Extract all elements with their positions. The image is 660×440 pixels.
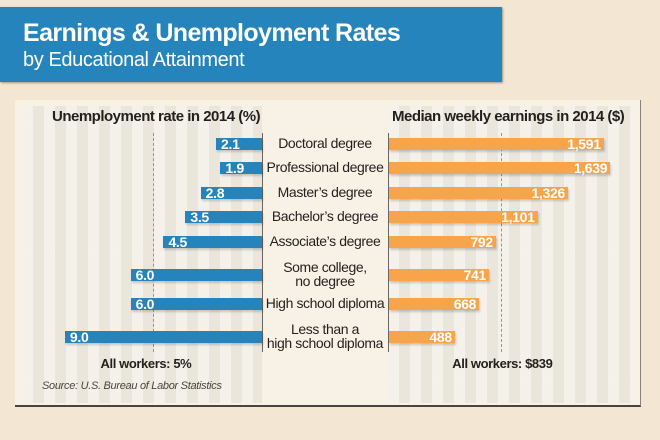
earnings-heading: Median weekly earnings in 2014 ($): [392, 108, 625, 125]
category-label-line: Master’s degree: [277, 184, 373, 200]
category-label: Doctoral degree: [263, 136, 387, 150]
unemployment-data-label: 6.0: [135, 296, 155, 312]
unemployment-reference-line: [152, 133, 154, 352]
category-label: Less than a high school diploma: [263, 322, 387, 350]
unemployment-data-label: 3.5: [190, 209, 209, 225]
unemployment-heading: Unemployment rate in 2014 (%): [52, 108, 261, 125]
category-label-line: no degree: [295, 273, 355, 289]
earnings-data-label: 741: [463, 267, 487, 283]
earnings-bar: 1,101: [389, 209, 538, 225]
unemployment-data-label: 4.5: [168, 234, 187, 250]
earnings-bar: 668: [389, 296, 480, 312]
category-label-line: Bachelor’s degree: [271, 208, 379, 224]
unemployment-data-label: 2.8: [205, 185, 225, 201]
unemployment-axis-line: [262, 133, 263, 352]
earnings-data-label: 1,326: [531, 185, 565, 201]
category-label-line: High school diploma: [265, 295, 385, 311]
earnings-data-label: 792: [470, 234, 493, 250]
unemployment-bar: 2.1: [216, 136, 262, 152]
category-label: Professional degree: [263, 160, 387, 174]
unemployment-bar: 1.9: [220, 160, 262, 176]
earnings-bar: 1,639: [389, 160, 611, 176]
earnings-bar: 792: [389, 234, 496, 250]
category-label-line: Associate’s degree: [269, 233, 381, 249]
category-label-line: Doctoral degree: [278, 135, 372, 151]
category-label: Bachelor’s degree: [263, 209, 387, 223]
source-note: Source: U.S. Bureau of Labor Statistics: [42, 380, 222, 392]
earnings-plot-area: [388, 106, 633, 403]
earnings-data-label: 1,101: [501, 209, 535, 225]
earnings-data-label: 1,591: [567, 136, 601, 152]
earnings-data-label: 1,639: [573, 160, 608, 176]
category-label-line: Some college,: [283, 259, 367, 275]
earnings-data-label: 488: [429, 329, 452, 345]
earnings-bar: 1,326: [389, 185, 568, 201]
unemployment-reference-label: All workers: 5%: [100, 356, 192, 371]
unemployment-plot-area: [22, 106, 262, 403]
earnings-bar: 1,591: [389, 136, 604, 152]
category-label-line: high school diploma: [266, 335, 384, 351]
unemployment-bar: 6.0: [130, 296, 262, 312]
unemployment-data-label: 1.9: [225, 160, 244, 176]
chart-title: Earnings & Unemployment Rates: [23, 19, 401, 47]
category-label: Some college, no degree: [263, 260, 387, 288]
earnings-bar: 741: [389, 267, 490, 283]
category-label-line: Less than a: [291, 321, 359, 337]
unemployment-data-label: 2.1: [221, 136, 240, 152]
unemployment-bar: 2.8: [200, 185, 262, 201]
category-label: High school diploma: [263, 296, 387, 310]
category-label: Master’s degree: [263, 185, 387, 199]
title-banner: Earnings & Unemployment Rates by Educati…: [0, 7, 502, 82]
unemployment-data-label: 6.0: [135, 267, 155, 283]
unemployment-bar: 3.5: [185, 209, 262, 225]
chart-subtitle: by Educational Attainment: [23, 49, 245, 71]
earnings-reference-line: [501, 133, 503, 352]
earnings-axis-line: [388, 133, 389, 352]
unemployment-data-label: 9.0: [69, 329, 89, 345]
earnings-data-label: 668: [453, 296, 477, 312]
earnings-reference-label: All workers: $839: [452, 356, 553, 371]
unemployment-bar: 4.5: [163, 234, 262, 250]
category-label-line: Professional degree: [266, 159, 384, 175]
unemployment-bar: 6.0: [130, 267, 262, 283]
earnings-bar: 488: [389, 329, 455, 345]
category-label: Associate’s degree: [263, 234, 387, 248]
unemployment-bar: 9.0: [64, 329, 262, 345]
